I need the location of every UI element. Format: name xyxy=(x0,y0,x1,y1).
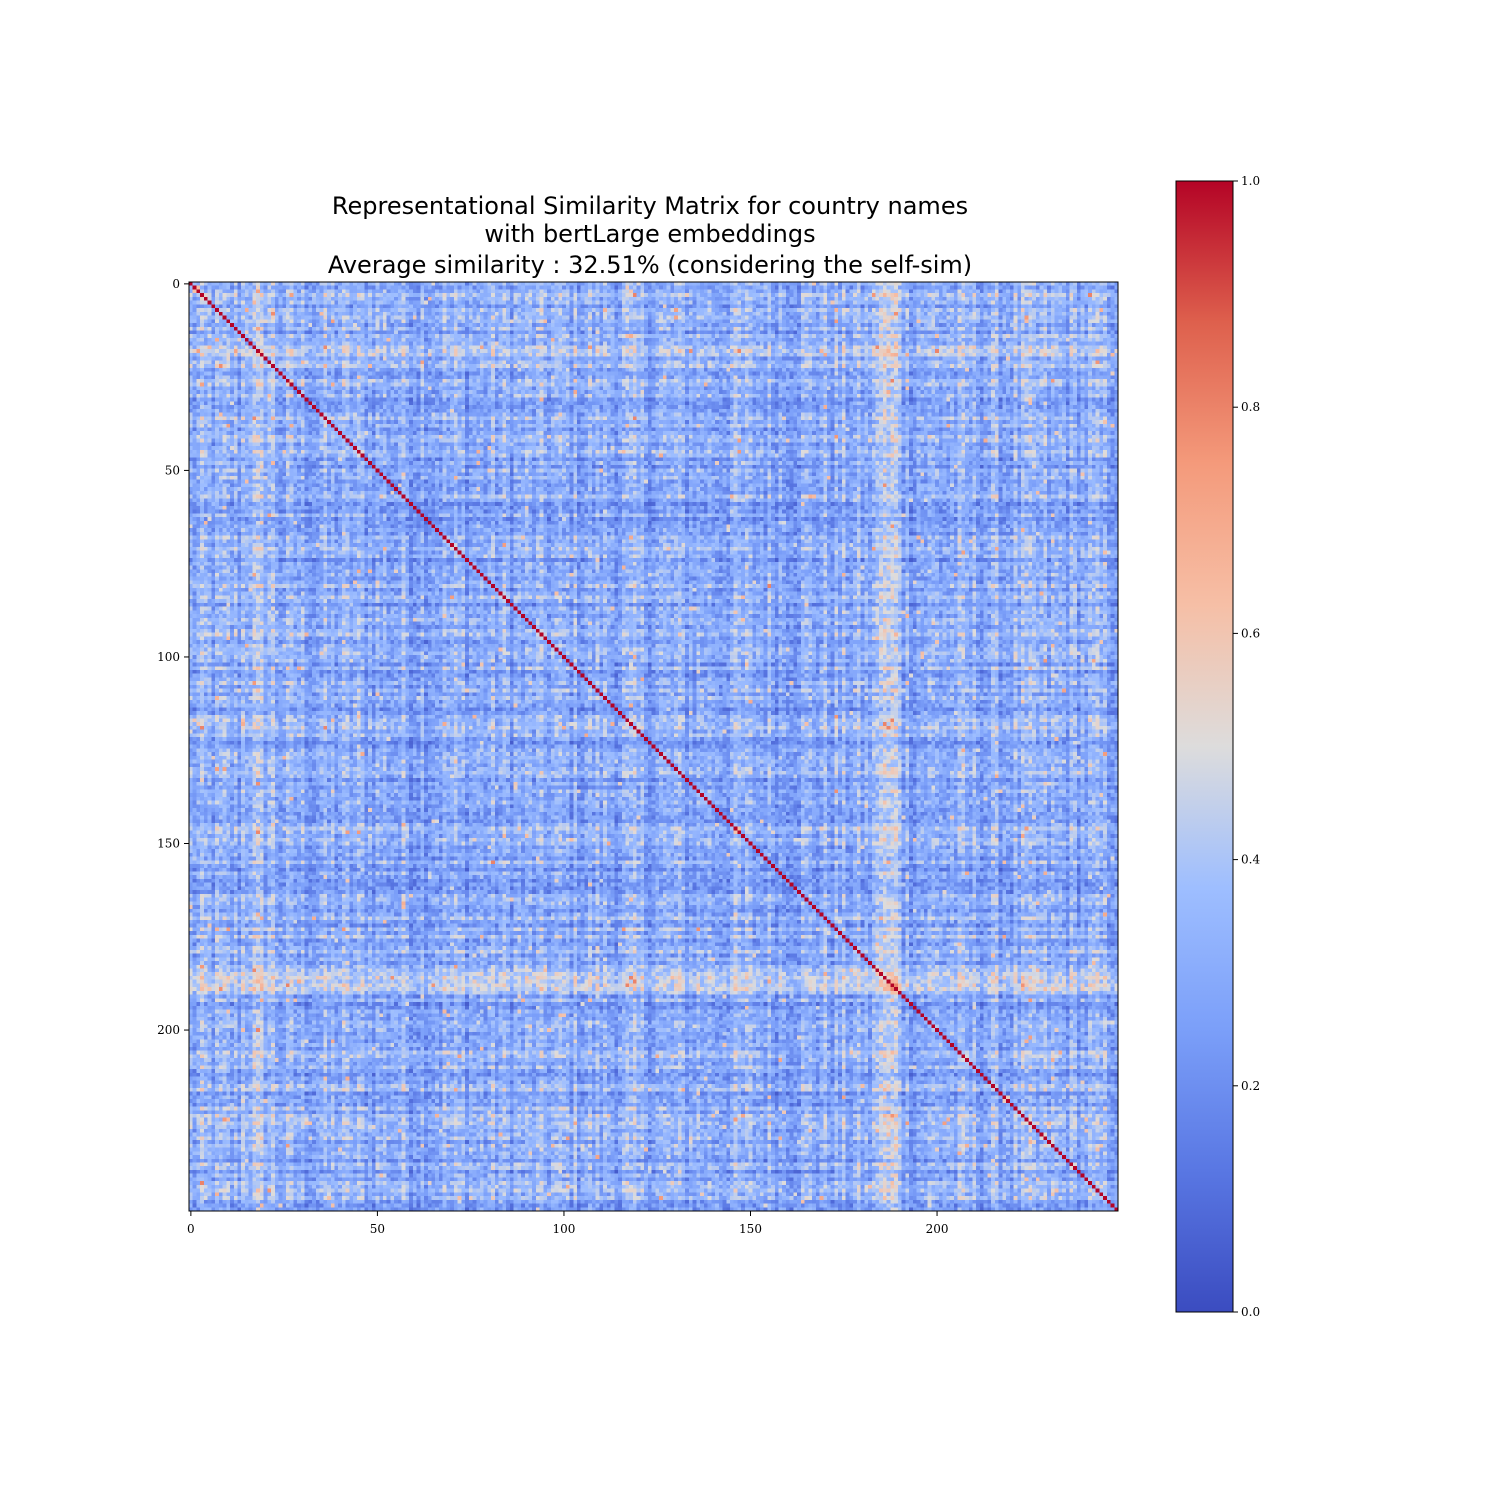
x-tick-label: 200 xyxy=(926,1222,949,1236)
heatmap-frame xyxy=(188,281,1119,1212)
y-tick-label: 150 xyxy=(157,837,180,851)
heatmap-area xyxy=(189,282,1118,1211)
x-tick-label: 50 xyxy=(370,1222,385,1236)
y-tick-label: 0 xyxy=(172,277,180,291)
colorbar-tick-label: 0.8 xyxy=(1241,400,1260,414)
title-line-1: Representational Similarity Matrix for c… xyxy=(332,192,968,220)
chart-title: Representational Similarity Matrix for c… xyxy=(328,192,972,279)
y-axis: 0 50 100 150 200 xyxy=(157,277,189,1037)
colorbar-tick-label: 0.0 xyxy=(1241,1305,1260,1319)
colorbar-axis: 0.0 0.2 0.4 0.6 0.8 1.0 xyxy=(1233,174,1260,1319)
colorbar-tick-label: 0.4 xyxy=(1241,853,1260,867)
title-line-2: with bertLarge embeddings xyxy=(484,220,815,248)
title-line-3: Average similarity : 32.51% (considering… xyxy=(328,251,972,279)
y-tick-label: 100 xyxy=(157,650,180,664)
colorbar-tick-label: 1.0 xyxy=(1241,174,1260,188)
x-tick-label: 150 xyxy=(739,1222,762,1236)
colorbar-tick-label: 0.6 xyxy=(1241,626,1260,640)
x-tick-label: 0 xyxy=(187,1222,195,1236)
colorbar-tick-label: 0.2 xyxy=(1241,1079,1260,1093)
y-tick-label: 200 xyxy=(157,1023,180,1037)
heatmap-cells xyxy=(189,282,1118,1211)
y-tick-label: 50 xyxy=(165,463,180,477)
x-tick-label: 100 xyxy=(553,1222,576,1236)
x-axis: 0 50 100 150 200 xyxy=(187,1211,949,1236)
colorbar xyxy=(1175,180,1234,1313)
